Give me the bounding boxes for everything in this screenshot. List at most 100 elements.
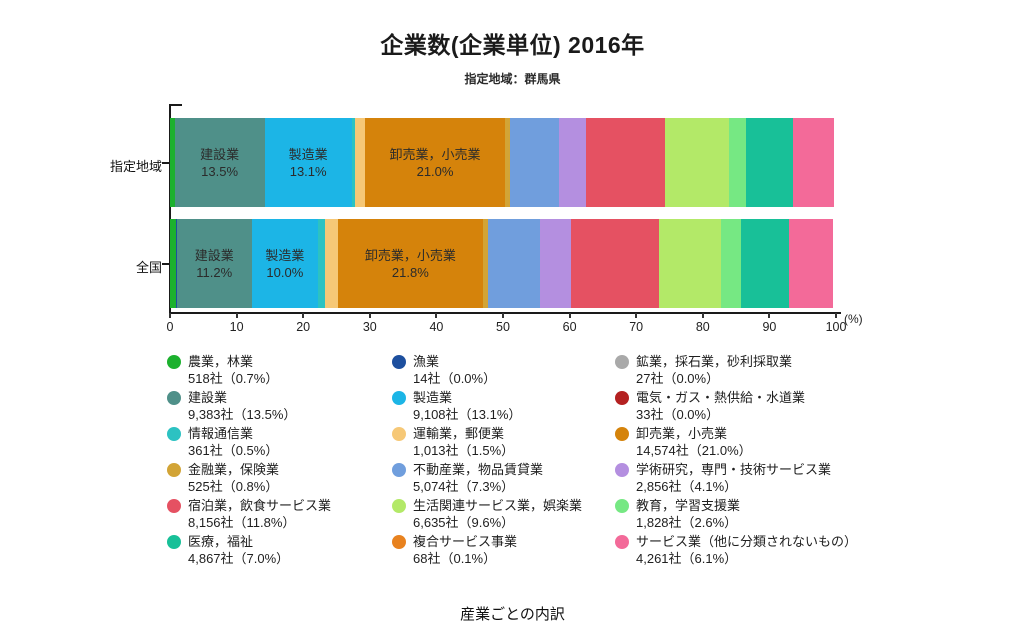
legend-color-dot-education-learning-support [615,499,629,513]
legend-color-dot-agriculture-forestry [167,355,181,369]
segment-percent-value: 13.5% [201,163,239,179]
legend-color-dot-fishery [392,355,406,369]
legend-count-percent: 14社（0.0%） [413,371,497,386]
bar-segment-label-region-manufacturing: 製造業 13.1% [289,146,328,180]
segment-industry-name: 製造業 [288,146,328,162]
legend-item-realestate-goods-rental: 不動産業，物品賃貸業 5,074社（7.3%） [392,462,615,498]
bar-segment-region-finance-insurance [504,118,511,207]
category-label-region: 指定地域 [109,159,162,174]
x-ticklabel-20: 20 [296,320,311,334]
legend-text-wholesale-retail: 卸売業，小売業 14,574社（21.0%） [636,426,752,459]
legend-item-fishery: 漁業 14社（0.0%） [392,354,615,390]
bar-segment-region-accommodation-food-services [586,118,665,207]
legend-item-mining-quarrying-gravel: 鉱業，採石業，砂利採取業 27社（0.0%） [615,354,945,390]
legend-item-finance-insurance: 金融業，保険業 525社（0.8%） [167,462,392,498]
x-ticklabel-30: 30 [362,320,377,334]
legend-item-medical-welfare: 医療，福祉 4,867社（7.0%） [167,534,392,570]
legend-text-lifestyle-entertainment-services: 生活関連サービス業，娯楽業 6,635社（9.6%） [413,498,582,531]
x-tickmark-10 [235,313,238,318]
x-ticklabel-0: 0 [166,320,174,334]
legend-item-services-nec: サービス業（他に分類されないもの） 4,261社（6.1%） [615,534,945,570]
bar-segment-region-research-professional-technical [558,118,587,207]
legend-color-dot-electricity-gas-heat-water [615,391,629,405]
chart-caption: 産業ごとの内訳 [460,606,565,623]
legend-industry-name: 卸売業，小売業 [636,426,728,441]
legend-count-percent: 4,867社（7.0%） [188,551,290,566]
bar-segment-national-information-communications [318,219,326,308]
bar-segment-national-transport-postal [325,219,338,308]
legend-industry-name: 医療，福祉 [188,534,254,549]
legend-item-compound-services: 複合サービス事業 68社（0.1%） [392,534,615,570]
legend-count-percent: 1,013社（1.5%） [413,443,515,458]
x-tickmark-90 [768,313,771,318]
legend-count-percent: 14,574社（21.0%） [636,443,752,458]
legend-text-medical-welfare: 医療，福祉 4,867社（7.0%） [188,534,289,567]
legend-color-dot-manufacturing [392,391,406,405]
bar-segment-region-realestate-goods-rental [510,118,559,207]
legend-count-percent: 68社（0.1%） [413,551,497,566]
legend-item-research-professional-technical: 学術研究，専門・技術サービス業 2,856社（4.1%） [615,462,945,498]
segment-percent-value: 11.2% [196,264,233,280]
legend-industry-name: 情報通信業 [188,426,254,441]
legend-count-percent: 6,635社（9.6%） [413,515,515,530]
x-ticklabel-80: 80 [695,320,710,334]
legend-text-research-professional-technical: 学術研究，専門・技術サービス業 2,856社（4.1%） [636,462,831,495]
segment-industry-name: 卸売業，小売業 [364,247,456,263]
segment-percent-value: 13.1% [289,163,327,179]
legend-text-services-nec: サービス業（他に分類されないもの） 4,261社（6.1%） [636,534,857,567]
legend-count-percent: 9,383社（13.5%） [188,407,297,422]
legend-text-electricity-gas-heat-water: 電気・ガス・熱供給・水道業 33社（0.0%） [636,390,805,423]
bar-segment-region-lifestyle-entertainment-services [664,118,729,207]
legend-text-mining-quarrying-gravel: 鉱業，採石業，砂利採取業 27社（0.0%） [636,354,792,387]
category-label-national: 全国 [135,260,162,275]
bar-segment-national-agriculture-forestry [170,219,176,308]
legend-count-percent: 5,074社（7.3%） [413,479,515,494]
legend-item-construction: 建設業 9,383社（13.5%） [167,390,392,426]
x-tickmark-30 [368,313,371,318]
legend-color-dot-compound-services [392,535,406,549]
bar-segment-label-national-construction: 建設業 11.2% [195,247,234,281]
legend-color-dot-transport-postal [392,427,406,441]
legend-item-transport-postal: 運輸業，郵便業 1,013社（1.5%） [392,426,615,462]
bar-segment-region-wholesale-retail: 卸売業，小売業 21.0% [365,118,505,207]
bar-segment-national-research-professional-technical [540,219,571,308]
legend-color-dot-medical-welfare [167,535,181,549]
bar-segment-national-finance-insurance [482,219,489,308]
legend-text-finance-insurance: 金融業，保険業 525社（0.8%） [188,462,279,495]
bar-segment-label-national-wholesale-retail: 卸売業，小売業 21.8% [365,247,456,281]
bar-segment-region-information-communications [351,118,356,207]
y-tick-national [162,263,169,265]
legend-count-percent: 9,108社（13.1%） [413,407,522,422]
bar-national: 建設業 11.2% 製造業 10.0% 卸売業，小売業 21.8% [170,219,836,308]
bar-segment-national-services-nec [789,219,833,308]
chart-subtitle: 指定地域：群馬県 [464,72,561,86]
bar-segment-national-fishery [175,219,177,308]
legend-count-percent: 525社（0.8%） [188,479,279,494]
bar-segment-national-education-learning-support [721,219,741,308]
legend-text-information-communications: 情報通信業 361社（0.5%） [188,426,278,459]
legend-count-percent: 33社（0.0%） [636,407,720,422]
segment-industry-name: 卸売業，小売業 [389,146,481,162]
bar-segment-region-education-learning-support [728,118,746,207]
legend-industry-name: 電気・ガス・熱供給・水道業 [636,390,806,405]
bar-segment-region-compound-services [792,118,794,207]
legend-item-wholesale-retail: 卸売業，小売業 14,574社（21.0%） [615,426,945,462]
legend-color-dot-construction [167,391,181,405]
x-axis-line [169,312,841,314]
legend-color-dot-information-communications [167,427,181,441]
bar-segment-national-medical-welfare [740,219,789,308]
legend-industry-name: 鉱業，採石業，砂利採取業 [636,354,793,369]
legend-industry-name: 複合サービス事業 [413,534,518,549]
x-ticklabel-50: 50 [496,320,510,334]
legend-industry-name: 運輸業，郵便業 [413,426,505,441]
legend-industry-name: 宿泊業，飲食サービス業 [188,498,332,513]
bar-segment-region-medical-welfare [746,118,793,207]
x-ticklabel-90: 90 [762,320,777,334]
legend-industry-name: 教育，学習支援業 [636,498,741,513]
x-tickmark-100 [835,313,837,318]
legend-item-agriculture-forestry: 農業，林業 518社（0.7%） [167,354,392,390]
legend-item-accommodation-food-services: 宿泊業，飲食サービス業 8,156社（11.8%） [167,498,392,534]
bar-segment-national-accommodation-food-services [570,219,659,308]
legend-color-dot-mining-quarrying-gravel [615,355,629,369]
bar-segment-national-manufacturing: 製造業 10.0% [251,219,319,308]
